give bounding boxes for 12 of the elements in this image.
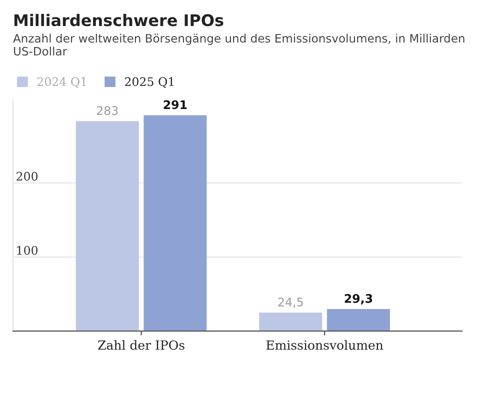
x-tick-label: Emissionsvolumen (266, 340, 384, 350)
chart-subtitle: Anzahl der weltweiten Börsengänge und des Emissionsvolumens, in Milliarden US-Dollar (13, 34, 464, 56)
x-tick-label: Zahl der IPOs (98, 340, 184, 350)
data-label: 29,3 (344, 294, 372, 304)
y-tick-label: 200 (16, 172, 38, 181)
y-tick-label: 100 (17, 246, 38, 255)
data-label: 283 (96, 106, 118, 116)
legend-label: 2024 Q1 (37, 77, 86, 88)
chart-title: Milliardenschwere IPOs (14, 14, 224, 26)
legend-label: 2025 Q1 (124, 77, 174, 88)
data-label: 24,5 (278, 298, 303, 308)
data-label: 291 (164, 100, 187, 110)
